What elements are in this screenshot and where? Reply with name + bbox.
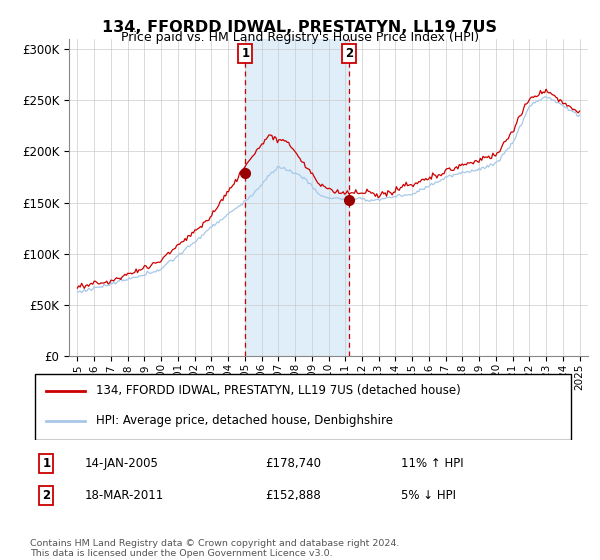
Text: 14-JAN-2005: 14-JAN-2005 [85, 456, 158, 470]
Text: 1: 1 [241, 47, 250, 60]
Text: £152,888: £152,888 [265, 489, 320, 502]
Text: Contains HM Land Registry data © Crown copyright and database right 2024.
This d: Contains HM Land Registry data © Crown c… [30, 539, 400, 558]
Text: 2: 2 [43, 489, 50, 502]
Bar [245, 39, 349, 356]
Text: HPI: Average price, detached house, Denbighshire: HPI: Average price, detached house, Denb… [95, 414, 392, 427]
Text: Price paid vs. HM Land Registry's House Price Index (HPI): Price paid vs. HM Land Registry's House … [121, 31, 479, 44]
Text: 18-MAR-2011: 18-MAR-2011 [85, 489, 164, 502]
Text: 5% ↓ HPI: 5% ↓ HPI [401, 489, 456, 502]
Text: 11% ↑ HPI: 11% ↑ HPI [401, 456, 464, 470]
FancyBboxPatch shape [35, 374, 571, 440]
Text: 134, FFORDD IDWAL, PRESTATYN, LL19 7US (detached house): 134, FFORDD IDWAL, PRESTATYN, LL19 7US (… [95, 384, 460, 397]
Text: 134, FFORDD IDWAL, PRESTATYN, LL19 7US: 134, FFORDD IDWAL, PRESTATYN, LL19 7US [103, 20, 497, 35]
Text: £178,740: £178,740 [265, 456, 321, 470]
Text: 2: 2 [344, 47, 353, 60]
Text: 1: 1 [43, 456, 50, 470]
